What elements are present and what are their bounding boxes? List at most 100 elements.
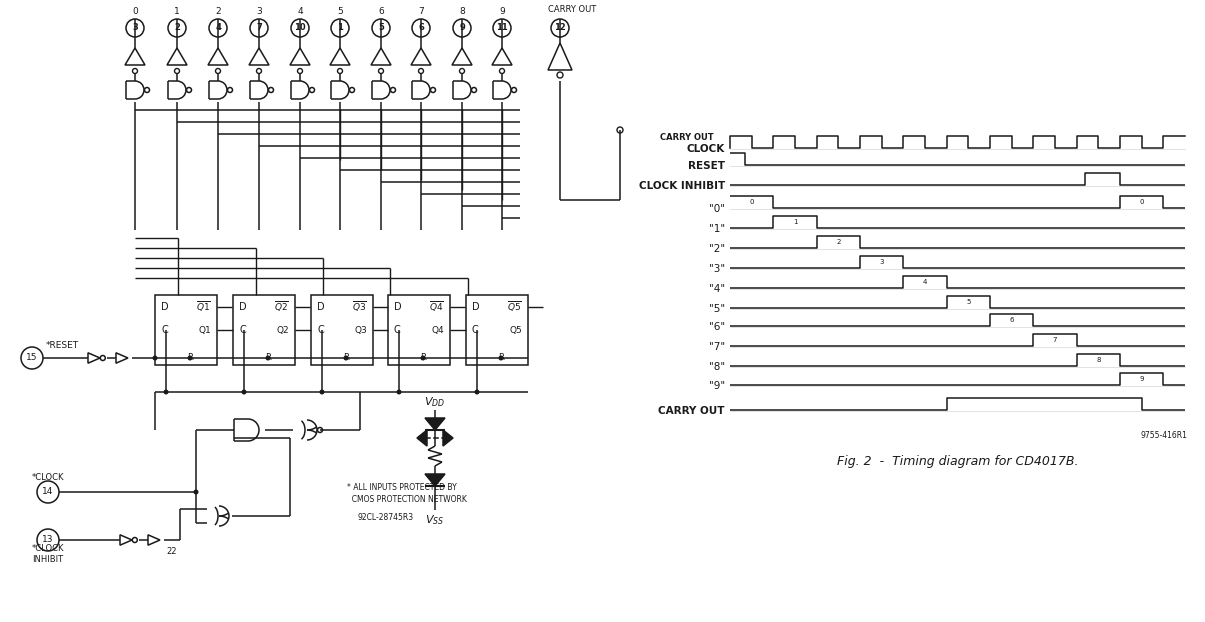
Text: 4: 4 <box>214 24 221 32</box>
Polygon shape <box>452 48 472 65</box>
Text: 5: 5 <box>337 7 343 17</box>
Polygon shape <box>125 48 145 65</box>
Polygon shape <box>167 48 187 65</box>
Text: "8": "8" <box>709 362 725 372</box>
Text: "3": "3" <box>709 264 725 274</box>
Circle shape <box>343 356 348 361</box>
Circle shape <box>511 88 517 93</box>
Text: 3: 3 <box>880 259 884 265</box>
Text: CLOCK: CLOCK <box>687 144 725 154</box>
Text: 0: 0 <box>133 7 137 17</box>
Circle shape <box>378 68 383 73</box>
Text: $\overline{Q3}$: $\overline{Q3}$ <box>352 300 368 315</box>
Circle shape <box>265 356 270 361</box>
Circle shape <box>459 68 464 73</box>
Text: CARRY OUT: CARRY OUT <box>548 6 596 14</box>
Circle shape <box>194 490 199 494</box>
Text: Q5: Q5 <box>510 325 522 335</box>
Text: 9: 9 <box>1140 376 1144 382</box>
Text: 4: 4 <box>298 7 302 17</box>
Text: 1: 1 <box>175 7 180 17</box>
Text: Q3: Q3 <box>354 325 368 335</box>
Text: 9755-416R1: 9755-416R1 <box>1140 430 1187 440</box>
Circle shape <box>475 389 480 394</box>
Text: 2: 2 <box>836 239 841 245</box>
Polygon shape <box>411 48 431 65</box>
Circle shape <box>557 72 563 78</box>
Text: 11: 11 <box>496 24 507 32</box>
Text: 14: 14 <box>42 488 54 496</box>
Text: Q1: Q1 <box>199 325 211 335</box>
Polygon shape <box>116 353 128 363</box>
Circle shape <box>430 88 435 93</box>
Text: 8: 8 <box>459 7 465 17</box>
Text: 92CL-28745R3: 92CL-28745R3 <box>357 514 413 522</box>
Text: "1": "1" <box>709 224 725 234</box>
Circle shape <box>551 19 569 37</box>
Text: 6: 6 <box>1010 317 1013 323</box>
Circle shape <box>500 68 505 73</box>
Circle shape <box>208 19 227 37</box>
Text: C: C <box>394 325 401 335</box>
Circle shape <box>298 68 302 73</box>
Circle shape <box>617 127 623 133</box>
Polygon shape <box>208 48 228 65</box>
Circle shape <box>390 88 395 93</box>
Text: * ALL INPUTS PROTECTED BY: * ALL INPUTS PROTECTED BY <box>347 483 457 493</box>
Text: 0: 0 <box>750 199 754 205</box>
Circle shape <box>349 88 354 93</box>
Circle shape <box>37 481 59 503</box>
Text: D: D <box>317 302 324 312</box>
Polygon shape <box>330 48 349 65</box>
Circle shape <box>187 88 192 93</box>
Text: 22: 22 <box>166 547 177 557</box>
Text: *CLOCK: *CLOCK <box>31 473 64 483</box>
Text: C: C <box>161 325 167 335</box>
Text: D: D <box>239 302 247 312</box>
Text: CARRY OUT: CARRY OUT <box>660 134 713 142</box>
Text: RESET: RESET <box>688 161 725 171</box>
Circle shape <box>127 19 145 37</box>
Circle shape <box>453 19 471 37</box>
Text: 12: 12 <box>554 24 566 32</box>
Circle shape <box>167 19 186 37</box>
Text: 9: 9 <box>459 24 465 32</box>
Text: C: C <box>317 325 324 335</box>
Text: $V_{SS}$: $V_{SS}$ <box>425 513 445 527</box>
Polygon shape <box>425 474 445 486</box>
Text: 6: 6 <box>418 24 424 32</box>
Text: R: R <box>421 353 425 361</box>
Circle shape <box>216 68 221 73</box>
Text: 13: 13 <box>42 536 54 544</box>
Text: "0": "0" <box>709 204 725 214</box>
Polygon shape <box>492 48 512 65</box>
Polygon shape <box>548 43 572 70</box>
Text: CARRY OUT: CARRY OUT <box>658 406 725 416</box>
Text: CMOS PROTECTION NETWORK: CMOS PROTECTION NETWORK <box>347 494 466 503</box>
Text: 10: 10 <box>294 24 306 32</box>
Text: 1: 1 <box>337 24 343 32</box>
Text: 4: 4 <box>923 279 927 285</box>
Text: CLOCK INHIBIT: CLOCK INHIBIT <box>639 181 725 191</box>
Text: 2: 2 <box>216 7 221 17</box>
Text: "2": "2" <box>709 244 725 254</box>
Text: "6": "6" <box>709 322 725 332</box>
Text: 0: 0 <box>1140 199 1144 205</box>
Circle shape <box>37 529 59 551</box>
Polygon shape <box>249 48 269 65</box>
Circle shape <box>310 88 315 93</box>
Text: 6: 6 <box>378 7 384 17</box>
Circle shape <box>493 19 511 37</box>
Bar <box>388 295 449 365</box>
Text: 3: 3 <box>133 24 137 32</box>
Text: C: C <box>472 325 478 335</box>
Text: "4": "4" <box>709 284 725 294</box>
Text: $\overline{Q5}$: $\overline{Q5}$ <box>507 300 522 315</box>
Circle shape <box>145 88 149 93</box>
Circle shape <box>241 389 247 394</box>
Text: $\overline{Q1}$: $\overline{Q1}$ <box>196 300 211 315</box>
Circle shape <box>412 19 430 37</box>
Text: D: D <box>161 302 169 312</box>
Polygon shape <box>120 535 133 545</box>
Circle shape <box>164 389 169 394</box>
